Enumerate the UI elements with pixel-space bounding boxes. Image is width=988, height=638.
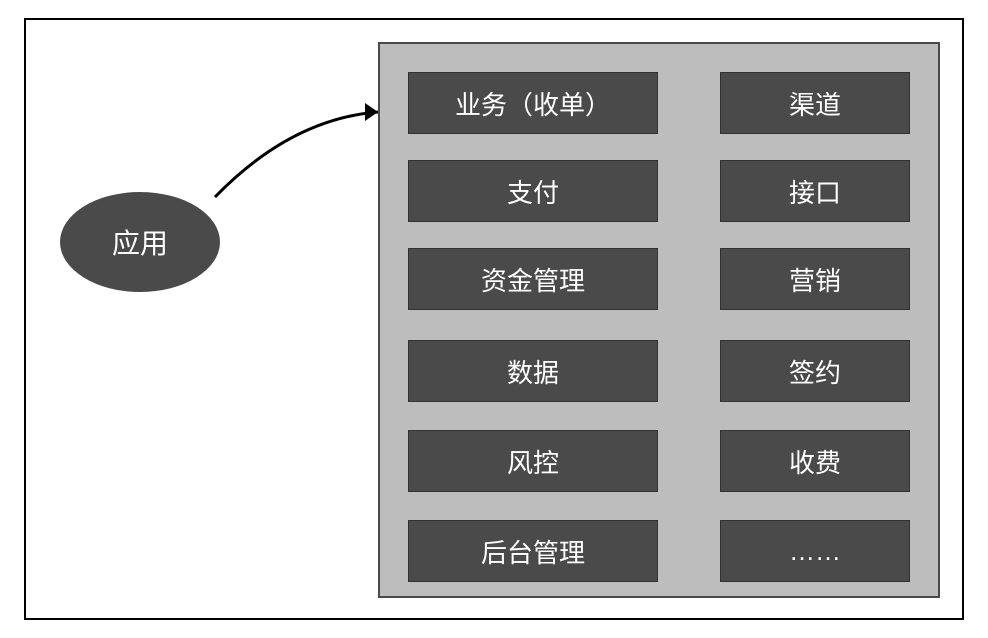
- module-label: 签约: [789, 353, 841, 390]
- module-label: 支付: [507, 173, 559, 210]
- module-box-c2r4: 收费: [720, 430, 910, 492]
- module-box-c1r2: 资金管理: [408, 248, 658, 310]
- module-box-c1r0: 业务（收单）: [408, 72, 658, 134]
- module-box-c2r1: 接口: [720, 160, 910, 222]
- module-box-c2r3: 签约: [720, 340, 910, 402]
- module-label: 营销: [789, 261, 841, 298]
- module-label: 业务（收单）: [455, 85, 611, 122]
- module-label: ……: [789, 536, 841, 567]
- arrow-head: [365, 103, 378, 121]
- module-label: 收费: [789, 443, 841, 480]
- module-box-c1r5: 后台管理: [408, 520, 658, 582]
- module-box-c1r4: 风控: [408, 430, 658, 492]
- module-box-c1r1: 支付: [408, 160, 658, 222]
- module-box-c2r0: 渠道: [720, 72, 910, 134]
- module-label: 资金管理: [481, 261, 585, 298]
- module-box-c1r3: 数据: [408, 340, 658, 402]
- module-box-c2r2: 营销: [720, 248, 910, 310]
- module-label: 风控: [507, 443, 559, 480]
- module-label: 数据: [507, 353, 559, 390]
- module-label: 后台管理: [481, 533, 585, 570]
- arrow-path: [215, 112, 378, 197]
- module-box-c2r5: ……: [720, 520, 910, 582]
- module-label: 接口: [789, 173, 841, 210]
- module-label: 渠道: [789, 85, 841, 122]
